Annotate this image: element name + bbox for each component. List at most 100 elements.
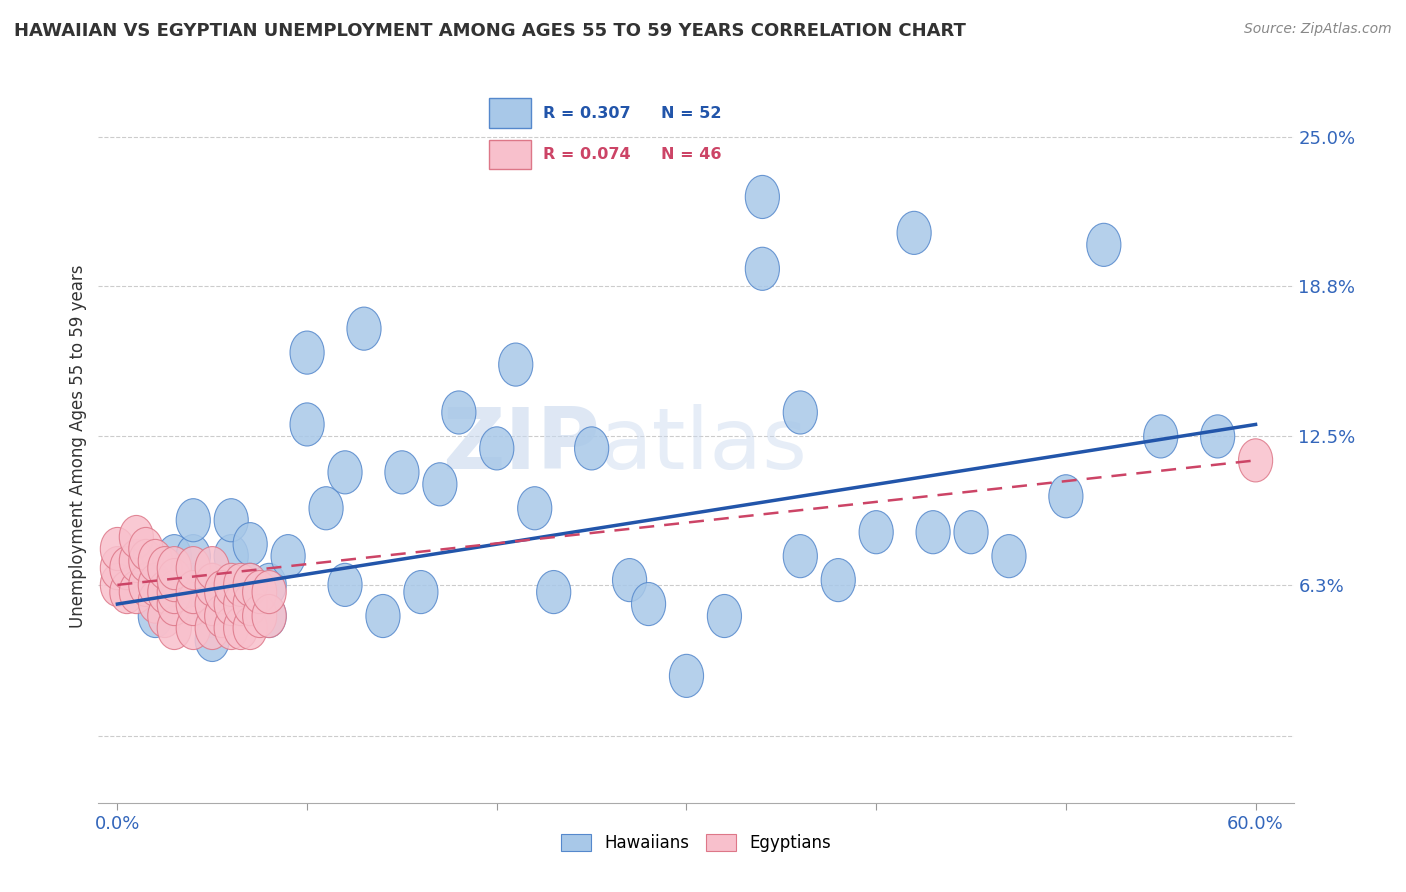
Text: ZIP: ZIP — [443, 404, 600, 488]
Ellipse shape — [157, 607, 191, 649]
Ellipse shape — [745, 176, 779, 219]
Ellipse shape — [441, 391, 475, 434]
Ellipse shape — [517, 487, 551, 530]
Ellipse shape — [252, 571, 287, 614]
Text: N = 52: N = 52 — [661, 106, 721, 120]
Ellipse shape — [233, 607, 267, 649]
Ellipse shape — [214, 534, 249, 578]
Ellipse shape — [195, 618, 229, 662]
Ellipse shape — [347, 307, 381, 351]
Ellipse shape — [783, 391, 817, 434]
Ellipse shape — [243, 594, 277, 638]
Ellipse shape — [138, 594, 173, 638]
Ellipse shape — [783, 534, 817, 578]
Ellipse shape — [423, 463, 457, 506]
Ellipse shape — [897, 211, 931, 254]
Ellipse shape — [631, 582, 665, 625]
Ellipse shape — [195, 582, 229, 625]
Ellipse shape — [138, 580, 173, 624]
Ellipse shape — [252, 594, 287, 638]
Ellipse shape — [917, 510, 950, 554]
Text: R = 0.074: R = 0.074 — [543, 147, 630, 161]
Ellipse shape — [233, 523, 267, 566]
Ellipse shape — [176, 571, 211, 614]
Ellipse shape — [148, 547, 181, 590]
Text: Source: ZipAtlas.com: Source: ZipAtlas.com — [1244, 22, 1392, 37]
Ellipse shape — [821, 558, 855, 601]
Ellipse shape — [1239, 439, 1272, 482]
Ellipse shape — [1049, 475, 1083, 518]
Ellipse shape — [176, 564, 211, 607]
Ellipse shape — [195, 594, 229, 638]
Ellipse shape — [991, 534, 1026, 578]
Ellipse shape — [1201, 415, 1234, 458]
Ellipse shape — [120, 571, 153, 614]
Ellipse shape — [129, 540, 163, 582]
Ellipse shape — [214, 607, 249, 649]
Ellipse shape — [366, 594, 401, 638]
Ellipse shape — [385, 450, 419, 494]
Text: HAWAIIAN VS EGYPTIAN UNEMPLOYMENT AMONG AGES 55 TO 59 YEARS CORRELATION CHART: HAWAIIAN VS EGYPTIAN UNEMPLOYMENT AMONG … — [14, 22, 966, 40]
Ellipse shape — [243, 571, 277, 614]
Ellipse shape — [214, 564, 249, 607]
Ellipse shape — [214, 582, 249, 625]
Y-axis label: Unemployment Among Ages 55 to 59 years: Unemployment Among Ages 55 to 59 years — [69, 264, 87, 628]
Ellipse shape — [309, 487, 343, 530]
Ellipse shape — [110, 547, 143, 590]
Ellipse shape — [745, 247, 779, 291]
Ellipse shape — [120, 516, 153, 558]
Ellipse shape — [859, 510, 893, 554]
Ellipse shape — [176, 547, 211, 590]
Text: atlas: atlas — [600, 404, 808, 488]
Ellipse shape — [252, 564, 287, 607]
Ellipse shape — [176, 534, 211, 578]
Ellipse shape — [537, 571, 571, 614]
Ellipse shape — [110, 571, 143, 614]
FancyBboxPatch shape — [489, 140, 531, 169]
Ellipse shape — [195, 547, 229, 590]
Ellipse shape — [176, 607, 211, 649]
Ellipse shape — [138, 564, 173, 607]
Ellipse shape — [707, 594, 741, 638]
Ellipse shape — [233, 564, 267, 607]
Ellipse shape — [138, 564, 173, 607]
Ellipse shape — [100, 547, 135, 590]
Text: N = 46: N = 46 — [661, 147, 721, 161]
Ellipse shape — [176, 582, 211, 625]
Ellipse shape — [1143, 415, 1178, 458]
Ellipse shape — [233, 582, 267, 625]
Ellipse shape — [157, 558, 191, 601]
Ellipse shape — [157, 547, 191, 590]
Ellipse shape — [224, 607, 257, 649]
Ellipse shape — [148, 594, 181, 638]
Ellipse shape — [224, 564, 257, 607]
Ellipse shape — [214, 499, 249, 541]
Ellipse shape — [195, 607, 229, 649]
Ellipse shape — [575, 427, 609, 470]
Ellipse shape — [290, 331, 325, 374]
Ellipse shape — [205, 571, 239, 614]
Ellipse shape — [328, 564, 363, 607]
Ellipse shape — [195, 564, 229, 607]
Ellipse shape — [100, 527, 135, 571]
Ellipse shape — [138, 540, 173, 582]
FancyBboxPatch shape — [489, 98, 531, 128]
Ellipse shape — [148, 571, 181, 614]
Ellipse shape — [613, 558, 647, 601]
Legend: Hawaiians, Egyptians: Hawaiians, Egyptians — [554, 827, 838, 859]
Ellipse shape — [157, 534, 191, 578]
Ellipse shape — [271, 534, 305, 578]
Ellipse shape — [479, 427, 513, 470]
Ellipse shape — [129, 564, 163, 607]
Ellipse shape — [404, 571, 439, 614]
Ellipse shape — [224, 582, 257, 625]
Ellipse shape — [129, 527, 163, 571]
Text: R = 0.307: R = 0.307 — [543, 106, 630, 120]
Ellipse shape — [290, 403, 325, 446]
Ellipse shape — [100, 564, 135, 607]
Ellipse shape — [669, 655, 703, 698]
Ellipse shape — [499, 343, 533, 386]
Ellipse shape — [195, 564, 229, 607]
Ellipse shape — [233, 564, 267, 607]
Ellipse shape — [252, 594, 287, 638]
